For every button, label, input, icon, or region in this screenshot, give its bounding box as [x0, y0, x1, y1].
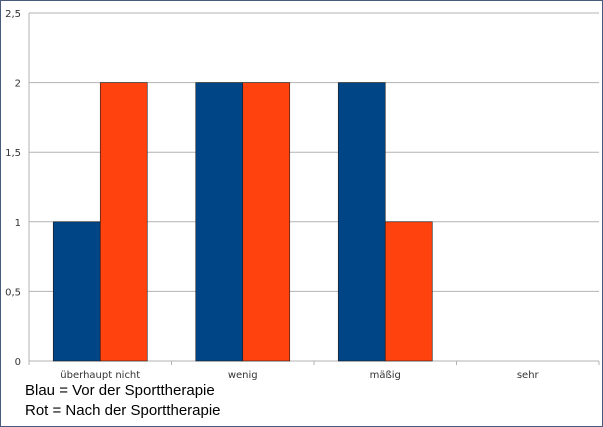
y-tick-label: 2	[15, 79, 21, 90]
bar-vor	[195, 82, 244, 362]
bar-nach	[99, 82, 148, 362]
y-tick-label: 1,5	[5, 148, 21, 159]
y-tick-label: 2,5	[5, 9, 21, 20]
y-tick-label: 0	[15, 357, 21, 368]
bar-nach	[384, 221, 433, 362]
x-tick-label: sehr	[517, 370, 540, 381]
x-tick-label: mäßig	[370, 370, 401, 381]
legend-note-red: Rot = Nach der Sporttherapie	[25, 402, 221, 419]
bar-vor	[52, 221, 101, 362]
y-tick-label: 1	[15, 218, 21, 229]
x-tick-label: überhaupt nicht	[60, 370, 140, 381]
bar-nach	[242, 82, 291, 362]
legend-note-blue: Blau = Vor der Sporttherapie	[25, 382, 215, 399]
y-tick-label: 0,5	[5, 287, 21, 298]
x-tick-label: wenig	[228, 370, 258, 381]
bar-vor	[337, 82, 386, 362]
